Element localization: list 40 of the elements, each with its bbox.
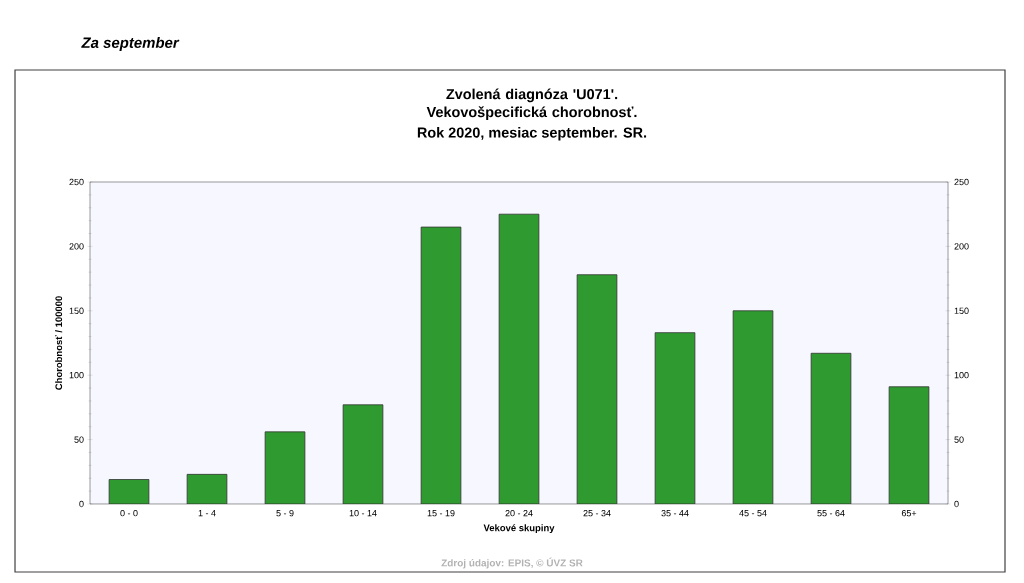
bar — [264, 431, 306, 504]
text: Za september — [81, 37, 180, 51]
bar — [576, 274, 618, 504]
bar — [342, 404, 384, 504]
x-axis-title: Vekové skupiny — [483, 524, 555, 534]
x-tick-label: 10 - 14 — [349, 510, 377, 517]
y2-tick-label: 200 — [954, 243, 969, 250]
x-tick-label: 35 - 44 — [661, 510, 689, 517]
y-tick-label: 100 — [69, 372, 84, 379]
text: Zdroj údajov: EPIS, © ÚVZ SR — [441, 557, 583, 569]
y2-tick-label: 100 — [954, 372, 969, 379]
x-tick-label: 15 - 19 — [427, 510, 455, 517]
bar — [186, 473, 228, 504]
y-tick-label: 150 — [69, 307, 84, 314]
y2-tick-label: 150 — [954, 307, 969, 314]
x-tick-label: 1 - 4 — [198, 510, 216, 517]
bar — [732, 310, 774, 504]
chart-subtitle: Rok 2020, mesiac september. SR. — [417, 127, 647, 141]
y-axis-title: Chorobnosť / 100000 — [55, 296, 63, 390]
bar — [810, 352, 852, 504]
x-tick-label: 45 - 54 — [739, 510, 767, 517]
bar — [420, 226, 462, 504]
x-tick-label: 5 - 9 — [276, 510, 294, 517]
x-tick-label: 65+ — [901, 510, 917, 517]
bar — [108, 479, 150, 504]
bar — [498, 213, 540, 504]
y-tick-label: 200 — [69, 243, 84, 250]
y-tick-label: 250 — [69, 178, 84, 186]
y-tick-label: 50 — [74, 436, 84, 443]
bar — [654, 332, 696, 504]
y2-tick-label: 50 — [954, 436, 964, 443]
x-tick-label: 20 - 24 — [505, 510, 533, 517]
x-tick-label: 55 - 64 — [817, 510, 845, 517]
chart-title: Zvolená diagnóza 'U071'. Vekovošpecifická chorobnosť. — [426, 88, 637, 121]
y2-tick-label: 0 — [954, 500, 959, 508]
y-tick-label: 0 — [79, 500, 84, 508]
x-tick-label: 0 - 0 — [120, 510, 138, 517]
x-tick-label: 25 - 34 — [583, 510, 611, 517]
bar — [888, 386, 930, 504]
y2-tick-label: 250 — [954, 178, 969, 186]
